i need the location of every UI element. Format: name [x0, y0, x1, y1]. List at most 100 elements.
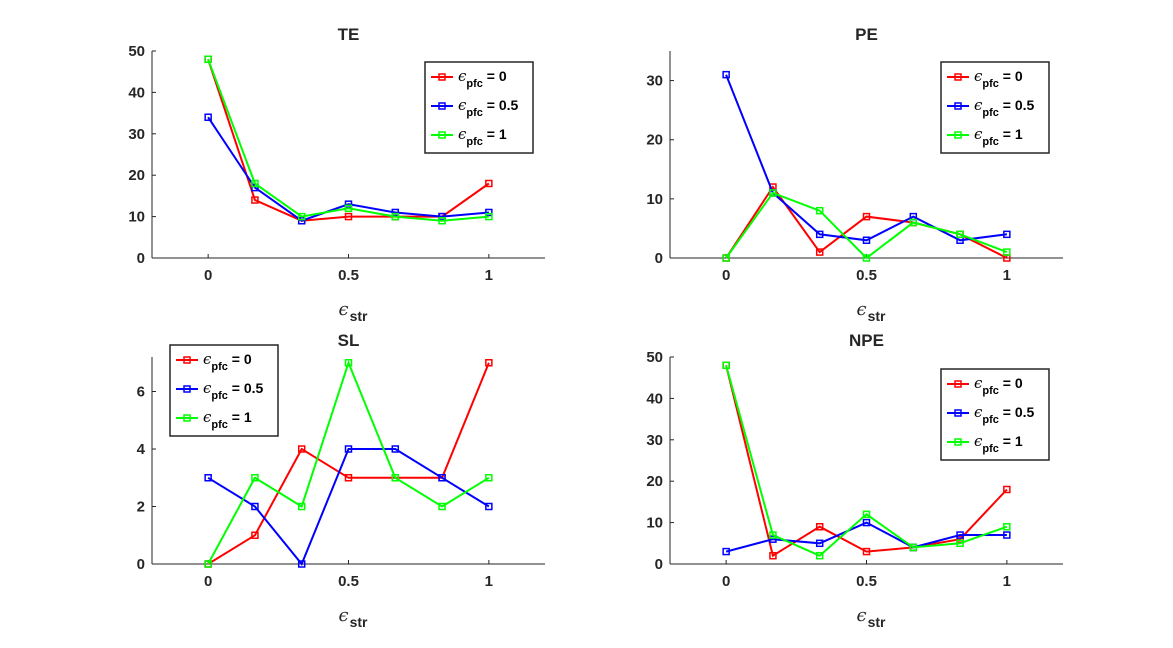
legend-marker	[954, 73, 962, 81]
data-point	[344, 212, 353, 221]
data-point	[485, 208, 493, 217]
data-point	[956, 539, 964, 548]
x-tick-label: 0.5	[856, 267, 877, 284]
x-tick-label: 1	[1003, 267, 1011, 284]
data-point	[485, 179, 493, 188]
y-tick-label: 50	[646, 349, 663, 366]
data-point	[344, 445, 353, 453]
x-tick-label: 1	[485, 573, 493, 590]
y-tick-label: 10	[128, 209, 145, 226]
legend-marker	[438, 131, 446, 139]
data-point	[862, 236, 871, 245]
data-point	[1003, 485, 1011, 494]
data-point	[815, 230, 824, 239]
legend: ϵpfc = 0 ϵpfc = 0.5 ϵpfc = 1	[169, 344, 279, 437]
data-point	[815, 248, 824, 256]
data-point	[391, 445, 400, 453]
series-line	[207, 116, 489, 222]
y-tick-label: 0	[137, 250, 145, 267]
series-line	[725, 185, 1008, 259]
x-tick-label: 1	[485, 267, 493, 284]
y-tick-label: 20	[646, 132, 663, 149]
x-tick-label: 0.5	[338, 573, 359, 590]
y-tick-label: 30	[646, 432, 663, 449]
y-tick-label: 6	[137, 384, 145, 401]
legend-label: ϵpfc = 0	[974, 67, 1023, 90]
data-point	[722, 547, 730, 556]
subplot-npe: 0 10 20 30 40 50 0 0.5 1 NPE ϵstr ϵpfc = 0 ϵpfc = 0.…	[646, 331, 1063, 630]
legend-label: ϵpfc = 0	[458, 67, 507, 90]
data-point	[438, 216, 446, 225]
legend-label: ϵpfc = 0.5	[974, 403, 1035, 426]
series-line	[725, 365, 1008, 557]
series-line	[725, 191, 1008, 260]
y-tick-label: 0	[655, 250, 663, 267]
legend-label: ϵpfc = 0.5	[458, 96, 519, 119]
data-point	[815, 522, 824, 531]
data-point	[297, 560, 306, 568]
data-point	[297, 502, 306, 511]
legend-label: ϵpfc = 0	[974, 374, 1023, 397]
legend-marker	[954, 131, 962, 139]
data-point	[722, 361, 730, 370]
data-point	[956, 535, 964, 543]
data-point	[251, 502, 259, 511]
legend: ϵpfc = 0 ϵpfc = 0.5 ϵpfc = 1	[940, 368, 1050, 461]
chart-title: NPE	[849, 331, 884, 350]
data-point	[1003, 531, 1011, 539]
data-point	[391, 208, 400, 217]
data-point	[344, 200, 353, 208]
data-point	[769, 551, 777, 560]
x-tick-label: 0	[722, 267, 730, 284]
y-tick-label: 30	[646, 73, 663, 90]
data-point	[204, 55, 212, 64]
series-line	[725, 521, 1007, 553]
data-point	[862, 518, 871, 527]
series-line	[725, 365, 1008, 558]
legend-label: ϵpfc = 1	[974, 125, 1023, 148]
data-point	[344, 474, 353, 482]
data-point	[769, 189, 777, 197]
data-point	[862, 212, 871, 221]
x-tick-label: 0	[204, 573, 212, 590]
y-tick-label: 20	[128, 167, 145, 184]
data-point	[722, 254, 730, 262]
x-axis-label: ϵstr	[857, 605, 887, 630]
data-point	[722, 70, 730, 79]
y-tick-label: 0	[655, 556, 663, 573]
legend-marker	[954, 409, 962, 417]
data-point	[251, 179, 259, 188]
y-tick-label: 20	[646, 473, 663, 490]
x-axis-label: ϵstr	[857, 299, 887, 324]
legend-marker	[183, 356, 191, 364]
data-point	[909, 543, 918, 552]
legend-marker	[438, 73, 446, 81]
data-point	[438, 212, 446, 221]
y-tick-label: 50	[128, 43, 145, 60]
legend-marker	[954, 380, 962, 388]
legend-label: ϵpfc = 0.5	[974, 96, 1035, 119]
legend-marker	[183, 385, 191, 393]
chart-title: PE	[855, 25, 878, 44]
data-point	[391, 212, 400, 221]
data-point	[956, 531, 964, 539]
data-point	[956, 230, 964, 239]
subplot-te: 0 10 20 30 40 50 0 0.5 1 TE ϵstr ϵpfc = 0 ϵpfc = 0.5…	[128, 25, 545, 324]
data-point	[344, 204, 353, 213]
data-point	[391, 474, 400, 482]
data-point	[485, 474, 493, 482]
x-tick-label: 0.5	[338, 267, 359, 284]
legend-label: ϵpfc = 1	[974, 432, 1023, 455]
data-point	[1003, 522, 1011, 531]
x-tick-label: 1	[1003, 573, 1011, 590]
y-tick-label: 10	[646, 515, 663, 532]
data-point	[769, 535, 777, 543]
data-point	[204, 560, 212, 568]
data-point	[1003, 230, 1011, 239]
data-point	[344, 359, 353, 367]
series-line	[207, 58, 489, 222]
y-tick-label: 30	[128, 126, 145, 143]
y-tick-label: 40	[128, 84, 145, 101]
